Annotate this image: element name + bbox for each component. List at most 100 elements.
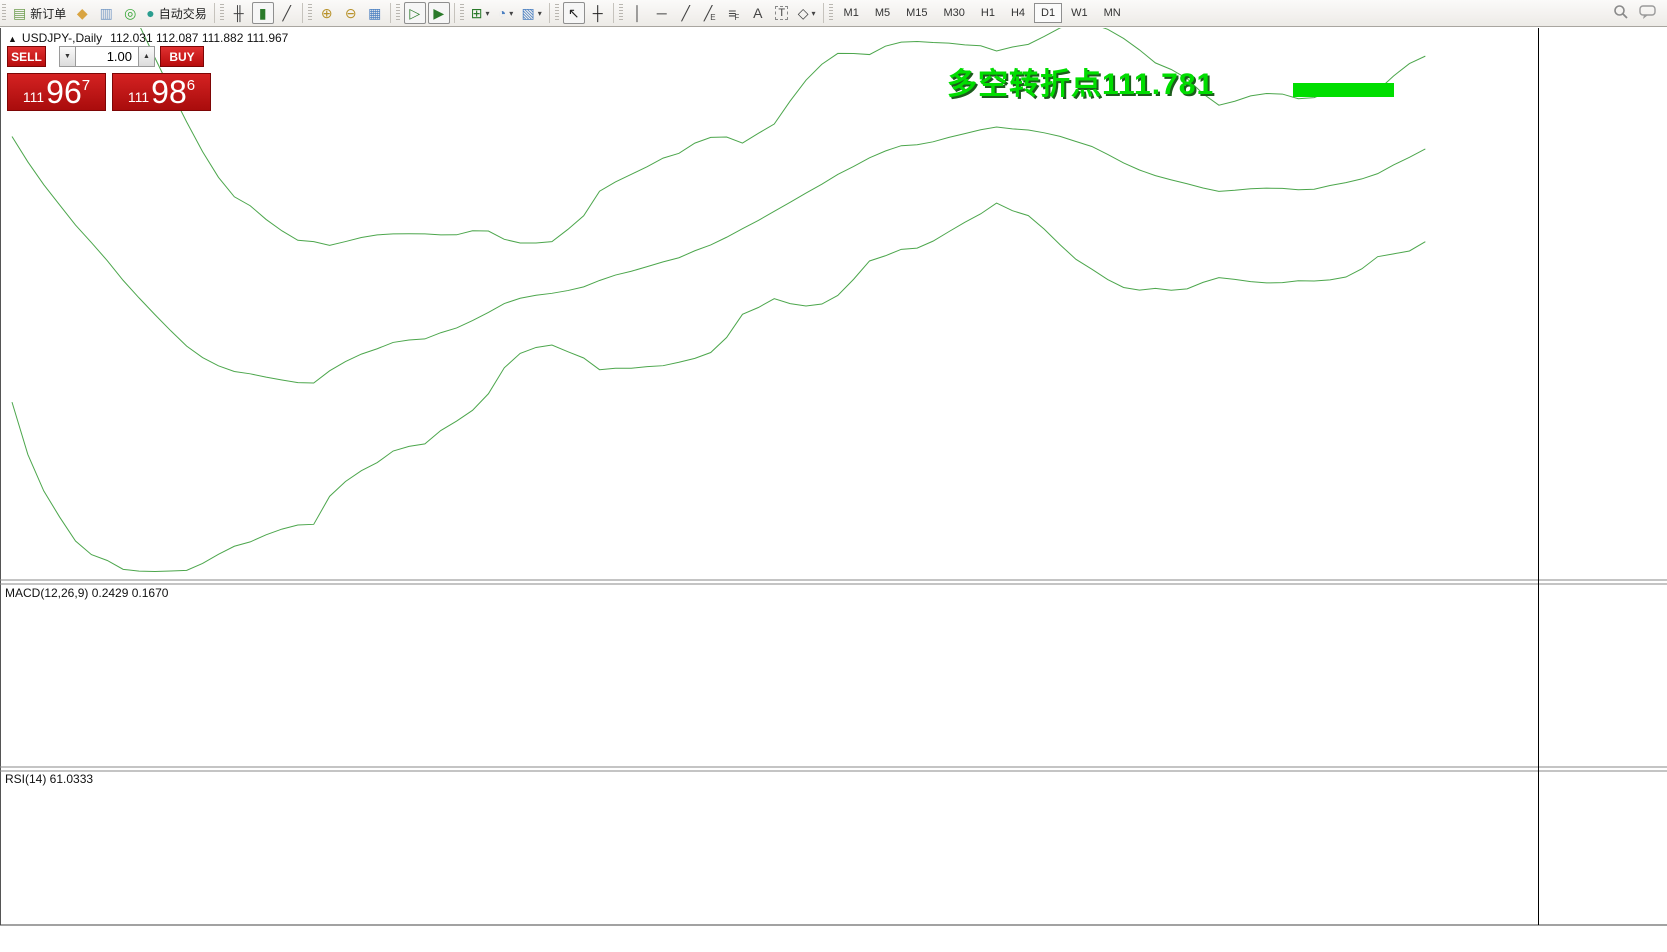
buy-price-sup: 6 [186, 77, 196, 94]
trendline-button[interactable]: ╱ [675, 2, 697, 24]
toolbar-grip[interactable] [307, 4, 312, 22]
eraser-icon: ◆ [76, 5, 88, 21]
timeframe-h4-button[interactable]: H4 [1010, 7, 1026, 19]
toolbar-separator [213, 3, 215, 23]
toolbar-grip[interactable] [219, 4, 224, 22]
toolbar-grip[interactable] [395, 4, 400, 22]
line-chart-icon: ╱ [282, 5, 291, 21]
bar-chart-button[interactable]: ╫ [228, 2, 250, 24]
one-click-trading-panel: SELL ▼ ▲ BUY 111 96 7 111 98 6 [7, 46, 211, 111]
auto-scroll-button[interactable]: ▷ [403, 2, 426, 24]
add-indicator-button[interactable]: ⊞ ▾ [468, 2, 493, 24]
auto-trading-button[interactable]: ● 自动交易 [143, 2, 209, 24]
chevron-down-icon[interactable]: ▾ [509, 8, 514, 18]
main-toolbar: ▤ 新订单 ◆ ▥ ◎ ● 自动交易 ╫ ▮ ╱ ⊕ ⊖ ▦ ▷ ▶ ⊞ ▾ ◔ ▾ ▧ ▾ ↖ ┼ │ ─ ╱ ╱ E ≡ F A T ◇ ▾ M… [0, 0, 1667, 27]
volume-down-button[interactable]: ▼ [59, 46, 76, 67]
toolbar-separator [822, 3, 824, 23]
new-order-icon: ▤ [13, 5, 27, 21]
one-click-spacer [46, 46, 59, 67]
signal-icon: ◎ [124, 5, 137, 21]
rsi-indicator-label: RSI(14) 61.0333 [5, 772, 94, 786]
timeframe-m1-button[interactable]: M1 [843, 7, 859, 19]
volume-input[interactable] [76, 46, 138, 67]
buy-button[interactable]: BUY [160, 46, 204, 67]
cursor-button[interactable]: ↖ [562, 2, 585, 24]
toolbar-grip[interactable] [828, 4, 833, 22]
zoom-in-button[interactable]: ⊕ [316, 2, 338, 24]
sell-price-box[interactable]: 111 96 7 [7, 73, 106, 111]
toolbar-grip[interactable] [459, 4, 464, 22]
zoom-out-icon: ⊖ [344, 5, 357, 21]
macd-indicator-label: MACD(12,26,9) 0.2429 0.1670 [5, 586, 169, 600]
templates-button[interactable]: ▧ ▾ [518, 2, 544, 24]
equidistant-channel-button[interactable]: ╱ E [699, 2, 721, 24]
equidistant-channel-sub-label: E [710, 12, 716, 22]
zoom-in-icon: ⊕ [320, 5, 333, 21]
pivot-annotation-text[interactable]: 多空转折点111.781 [947, 68, 1215, 101]
toolbar-grip[interactable] [554, 4, 559, 22]
eraser-button[interactable]: ◆ [71, 2, 93, 24]
toolbar-grip[interactable] [618, 4, 623, 22]
buy-price-box[interactable]: 111 98 6 [112, 73, 211, 111]
horizontal-line-icon: ─ [656, 5, 667, 21]
chevron-down-icon[interactable]: ▾ [537, 8, 542, 18]
chart-shift-button[interactable]: ▶ [427, 2, 450, 24]
text-label-button[interactable]: T [771, 2, 793, 24]
new-order-label: 新订单 [30, 6, 67, 21]
auto-scroll-icon: ▷ [409, 5, 421, 21]
text-icon: A [753, 5, 763, 21]
periods-button[interactable]: ◔ ▾ [494, 2, 516, 24]
symbol-period-label: USDJPY-,Daily [21, 31, 103, 45]
tile-windows-button[interactable]: ▦ [364, 2, 386, 24]
text-button[interactable]: A [747, 2, 769, 24]
periods-icon: ◔ [497, 5, 507, 21]
timeframe-m5-button[interactable]: M5 [874, 7, 891, 19]
timeframe-m30-button[interactable]: M30 [943, 7, 965, 19]
search-icon[interactable] [1613, 4, 1629, 20]
zoom-out-button[interactable]: ⊖ [340, 2, 362, 24]
chevron-down-icon[interactable]: ▾ [485, 8, 490, 18]
chart-title: ▲ USDJPY-,Daily 112.031 112.087 111.882 11… [8, 31, 288, 45]
vertical-line-icon: │ [633, 5, 643, 21]
fibonacci-sub-label: F [734, 12, 740, 22]
arrows-button[interactable]: ◇ ▾ [795, 2, 819, 24]
line-chart-button[interactable]: ╱ [276, 2, 298, 24]
chat-icon[interactable] [1639, 4, 1657, 20]
candlestick-chart-button[interactable]: ▮ [251, 2, 274, 24]
equidistant-channel-icon: ╱ [703, 5, 713, 21]
auto-trading-icon: ● [146, 5, 155, 21]
timeframe-d1-button[interactable]: D1 [1034, 3, 1063, 23]
toolbar-separator [301, 3, 303, 23]
toolbar-separator [389, 3, 391, 23]
sell-price-sup: 7 [81, 77, 91, 94]
chart-window-icon: ▥ [99, 5, 113, 21]
bollinger-bands [11, 28, 1426, 573]
text-label-icon: T [775, 6, 789, 20]
fibonacci-button[interactable]: ≡ F [723, 2, 745, 24]
chart-shift-icon: ▶ [433, 5, 445, 21]
sell-button[interactable]: SELL [7, 46, 46, 67]
volume-up-button[interactable]: ▲ [138, 46, 155, 67]
timeframe-h1-button[interactable]: H1 [980, 7, 995, 19]
horizontal-line-button[interactable]: ─ [651, 2, 673, 24]
sell-price-big: 96 [46, 74, 82, 110]
bar-chart-icon: ╫ [233, 5, 244, 21]
timeframe-w1-button[interactable]: W1 [1071, 7, 1088, 19]
cursor-icon: ↖ [567, 5, 580, 21]
chart-window-button[interactable]: ▥ [95, 2, 117, 24]
signal-button[interactable]: ◎ [119, 2, 141, 24]
vertical-line-button[interactable]: │ [627, 2, 649, 24]
pivot-annotation-rectangle[interactable] [1293, 83, 1394, 97]
tile-windows-icon: ▦ [368, 5, 382, 21]
timeframe-mn-button[interactable]: MN [1103, 7, 1121, 19]
templates-icon: ▧ [521, 5, 535, 21]
crosshair-button[interactable]: ┼ [587, 2, 609, 24]
toolbar-grip[interactable] [2, 4, 6, 22]
collapse-arrow-icon[interactable]: ▲ [8, 34, 17, 44]
timeframe-m15-button[interactable]: M15 [906, 7, 928, 19]
new-order-button[interactable]: ▤ 新订单 [10, 2, 69, 24]
chevron-down-icon[interactable]: ▾ [811, 8, 816, 18]
arrows-icon: ◇ [797, 5, 809, 21]
add-indicator-icon: ⊞ [470, 5, 483, 21]
